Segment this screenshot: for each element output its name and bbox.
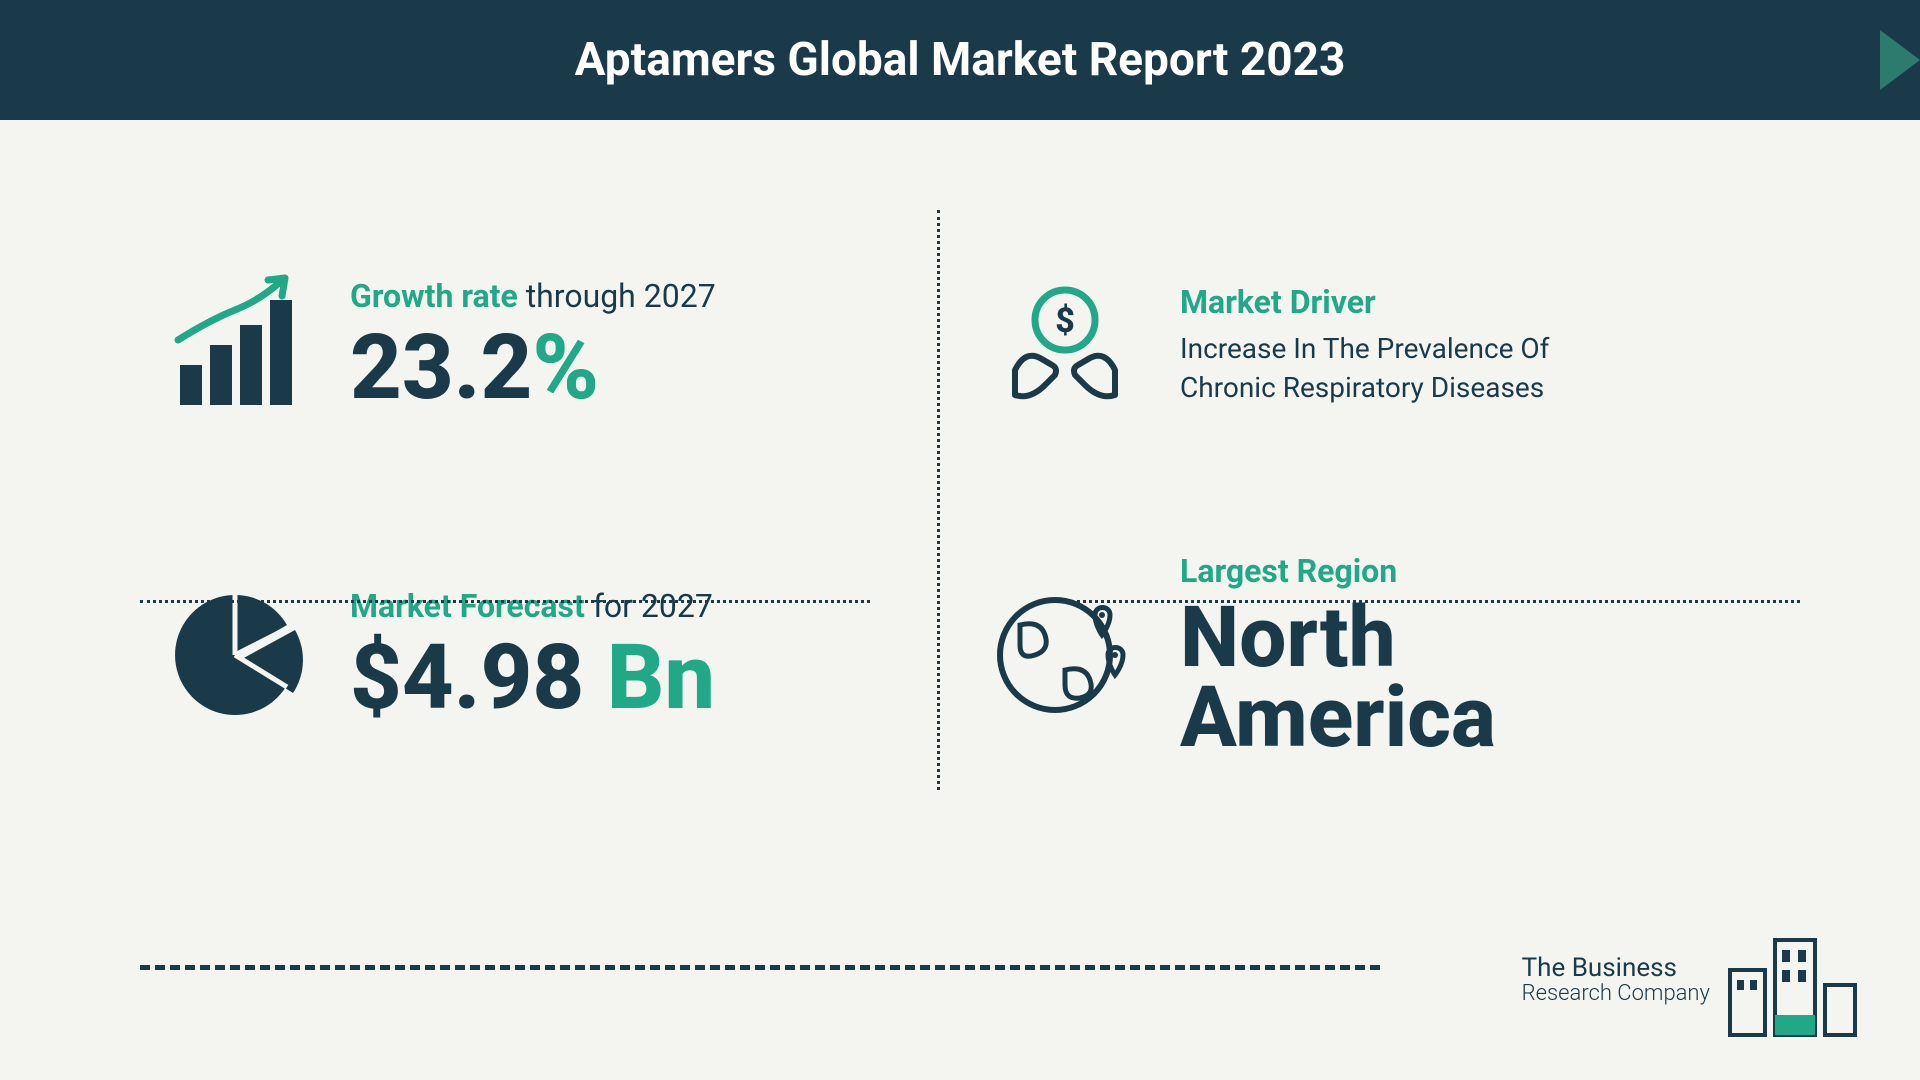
logo-line1: The Business [1522, 954, 1710, 983]
growth-label-accent: Growth rate [350, 277, 518, 315]
growth-value: 23.2% [350, 323, 950, 413]
driver-text: Increase In The Prevalence Of Chronic Re… [1180, 329, 1600, 407]
page-title: Aptamers Global Market Report 2023 [575, 33, 1346, 87]
growth-rate-block: Growth rate through 2027 23.2% [140, 190, 970, 500]
forecast-value: $4.98 Bn [350, 633, 950, 723]
bottom-dashed-line [140, 965, 1380, 970]
hands-coin-icon: $ [990, 270, 1140, 420]
forecast-label-rest: for 2027 [585, 587, 713, 625]
header-arrow-icon [1880, 30, 1920, 90]
region-label: Largest Region [1180, 552, 1780, 590]
vertical-divider [937, 210, 940, 790]
logo-line2: Research Company [1522, 982, 1710, 1006]
header-bar: Aptamers Global Market Report 2023 [0, 0, 1920, 120]
region-value: North America [1180, 598, 1780, 758]
forecast-label-accent: Market Forecast [350, 587, 585, 625]
company-logo: The Business Research Company [1522, 920, 1860, 1040]
market-driver-block: $ Market Driver Increase In The Prevalen… [970, 190, 1800, 500]
content-area: Growth rate through 2027 23.2% $ Market … [0, 120, 1920, 1080]
forecast-value-unit: Bn [584, 625, 715, 730]
forecast-value-number: $4.98 [350, 625, 584, 730]
largest-region-block: Largest Region North America [970, 500, 1800, 810]
market-forecast-block: Market Forecast for 2027 $4.98 Bn [140, 500, 970, 810]
growth-chart-icon [160, 270, 310, 420]
horizontal-divider-left [140, 600, 870, 603]
growth-label: Growth rate through 2027 [350, 277, 950, 315]
region-line1: North [1180, 598, 1780, 678]
driver-label: Market Driver [1180, 283, 1780, 321]
svg-text:$: $ [1055, 301, 1075, 341]
horizontal-divider-right [1070, 600, 1800, 603]
region-line2: America [1180, 678, 1780, 758]
logo-buildings-icon [1720, 920, 1860, 1040]
growth-value-unit: % [532, 315, 599, 420]
growth-value-number: 23.2 [350, 315, 532, 420]
metrics-grid: Growth rate through 2027 23.2% $ Market … [140, 190, 1800, 810]
pie-chart-icon [160, 585, 310, 725]
logo-text: The Business Research Company [1522, 954, 1710, 1007]
forecast-label: Market Forecast for 2027 [350, 587, 950, 625]
growth-label-rest: through 2027 [518, 277, 716, 315]
